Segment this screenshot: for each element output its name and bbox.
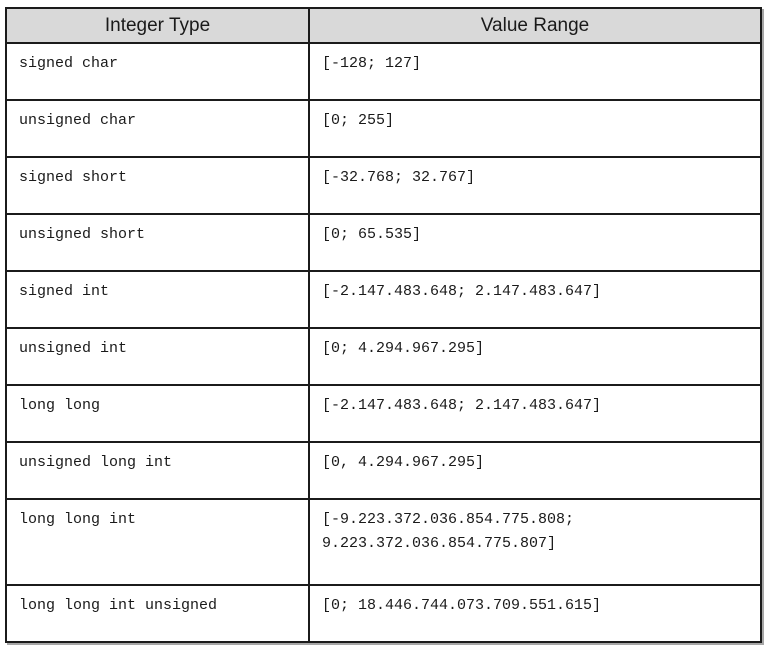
table-row: unsigned int [0; 4.294.967.295] [5, 327, 762, 386]
table-row: long long int unsigned [0; 18.446.744.073… [5, 584, 762, 643]
value-range-cell: [-128; 127] [308, 42, 762, 101]
table-header-row: Integer Type Value Range [5, 7, 762, 44]
table-row: signed char [-128; 127] [5, 42, 762, 101]
table-row: signed short [-32.768; 32.767] [5, 156, 762, 215]
integer-type-cell: long long int unsigned [5, 584, 310, 643]
integer-type-cell: signed char [5, 42, 310, 101]
value-range-cell: [0; 4.294.967.295] [308, 327, 762, 386]
table-row: long long int [-9.223.372.036.854.775.808… [5, 498, 762, 586]
integer-types-table: Integer Type Value Range signed char [-12… [5, 7, 762, 643]
table-row: unsigned long int [0, 4.294.967.295] [5, 441, 762, 500]
integer-type-cell: long long int [5, 498, 310, 586]
value-range-cell: [0; 255] [308, 99, 762, 158]
integer-type-cell: unsigned long int [5, 441, 310, 500]
value-range-cell: [-32.768; 32.767] [308, 156, 762, 215]
value-range-cell: [-9.223.372.036.854.775.808; 9.223.372.0… [308, 498, 762, 586]
value-range-cell: [0; 18.446.744.073.709.551.615] [308, 584, 762, 643]
table-row: signed int [-2.147.483.648; 2.147.483.647… [5, 270, 762, 329]
column-header-value-range: Value Range [308, 7, 762, 44]
integer-type-cell: signed int [5, 270, 310, 329]
column-header-integer-type: Integer Type [5, 7, 310, 44]
integer-type-cell: unsigned char [5, 99, 310, 158]
table-body: signed char [-128; 127] unsigned char [0; 2… [5, 42, 762, 643]
table-row: unsigned char [0; 255] [5, 99, 762, 158]
table-row: long long [-2.147.483.648; 2.147.483.647] [5, 384, 762, 443]
integer-type-cell: signed short [5, 156, 310, 215]
integer-type-cell: unsigned short [5, 213, 310, 272]
value-range-cell: [0; 65.535] [308, 213, 762, 272]
value-range-cell: [-2.147.483.648; 2.147.483.647] [308, 270, 762, 329]
table-row: unsigned short [0; 65.535] [5, 213, 762, 272]
value-range-cell: [-2.147.483.648; 2.147.483.647] [308, 384, 762, 443]
value-range-cell: [0, 4.294.967.295] [308, 441, 762, 500]
integer-type-cell: unsigned int [5, 327, 310, 386]
integer-type-cell: long long [5, 384, 310, 443]
